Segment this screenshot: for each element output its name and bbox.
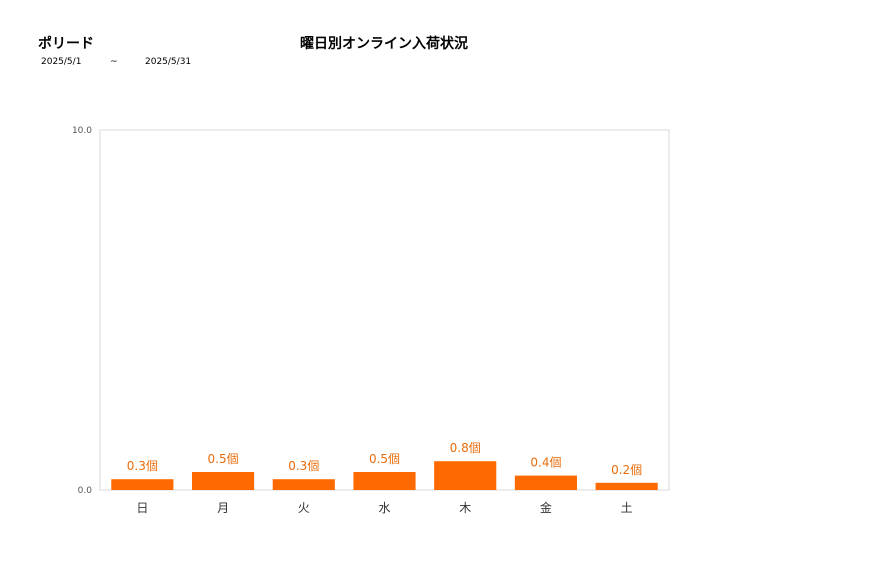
bar — [353, 472, 416, 490]
x-tick-label: 水 — [378, 501, 390, 515]
data-label: 0.5個 — [208, 452, 239, 466]
x-tick-label: 日 — [136, 501, 148, 515]
data-label: 0.8個 — [450, 441, 481, 455]
data-label: 0.5個 — [369, 452, 400, 466]
y-axis: 0.0 10.0 — [72, 126, 92, 496]
bar — [191, 472, 255, 490]
data-label: 0.3個 — [127, 459, 158, 473]
date-from: 2025/5/1 — [41, 57, 82, 67]
bars-group — [111, 461, 658, 490]
bar — [595, 482, 658, 490]
x-axis: 日月火水木金土 — [136, 500, 632, 515]
bar — [434, 461, 497, 490]
date-to: 2025/5/31 — [145, 57, 192, 67]
data-label: 0.2個 — [611, 463, 642, 477]
y-tick-label: 0.0 — [78, 486, 93, 496]
x-tick-label: 月 — [217, 501, 229, 515]
x-tick-label: 金 — [540, 500, 552, 515]
bar — [272, 479, 335, 490]
data-labels-group: 0.3個 0.5個 0.3個 0.5個 0.8個 0.4個 0.2個 — [127, 441, 642, 477]
date-separator: ~ — [110, 57, 118, 67]
plot-frame — [99, 129, 670, 491]
x-tick-label: 火 — [298, 501, 310, 515]
product-name: ポリード — [38, 36, 94, 52]
y-tick-label: 10.0 — [72, 126, 92, 136]
data-label: 0.4個 — [530, 456, 561, 470]
chart-title: 曜日別オンライン入荷状況 — [300, 36, 468, 52]
x-tick-label: 木 — [459, 501, 471, 515]
data-label: 0.3個 — [288, 459, 319, 473]
bar — [111, 479, 174, 490]
x-tick-label: 土 — [621, 501, 633, 515]
bar — [514, 475, 578, 490]
